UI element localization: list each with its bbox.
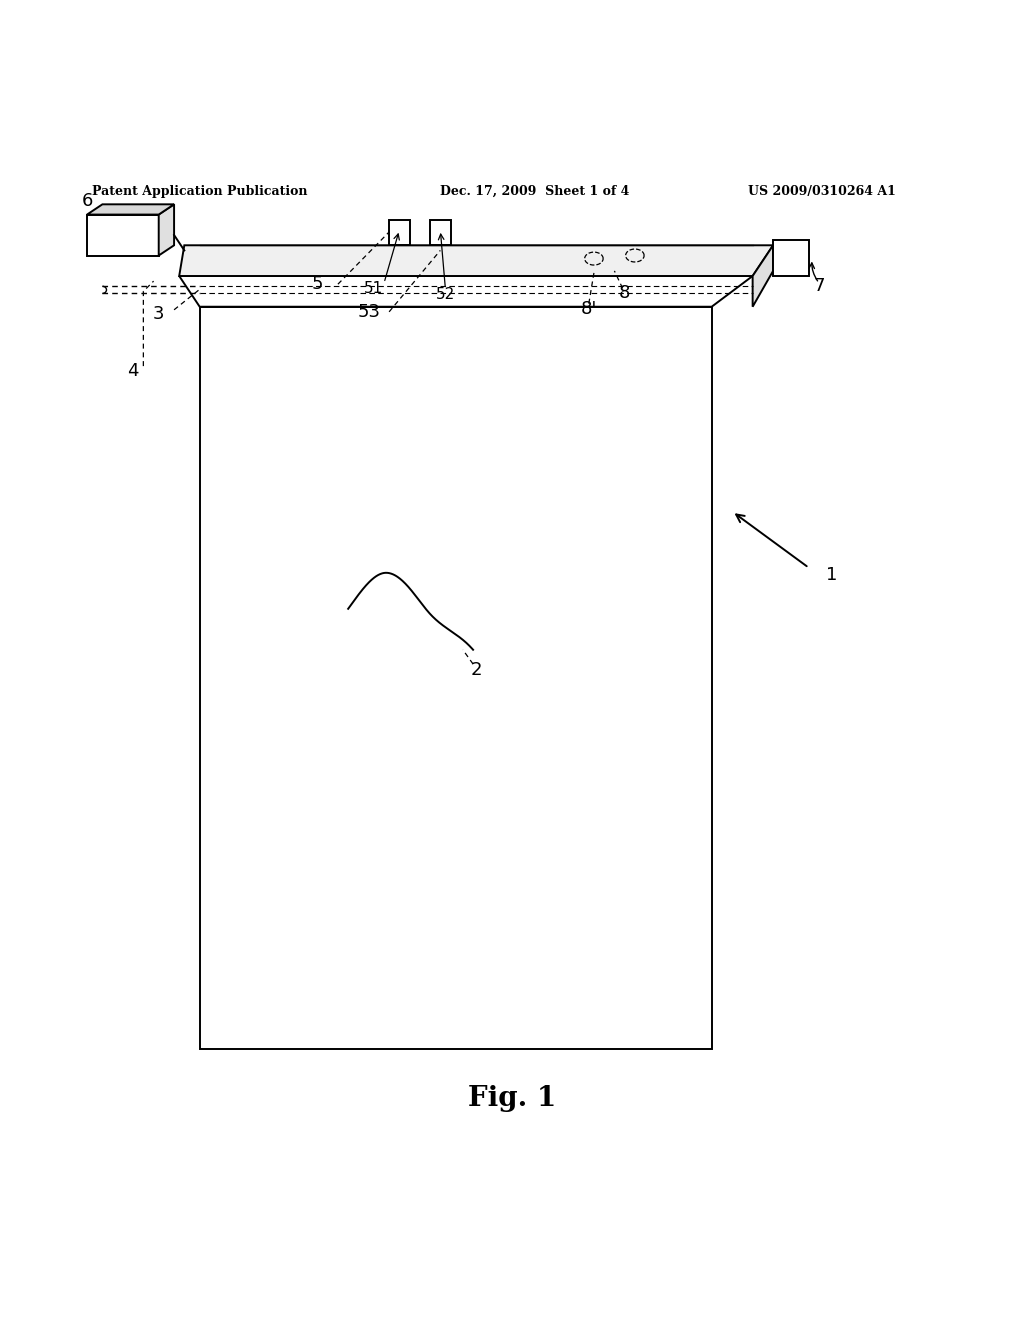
- Text: 52: 52: [436, 286, 455, 302]
- Text: 5: 5: [311, 275, 324, 293]
- Polygon shape: [753, 246, 773, 306]
- Text: 2: 2: [470, 661, 482, 680]
- Polygon shape: [179, 246, 773, 276]
- Text: 8': 8': [581, 300, 597, 318]
- Text: 53: 53: [357, 302, 380, 321]
- Text: 8: 8: [618, 284, 631, 302]
- Text: 7: 7: [813, 277, 825, 296]
- Polygon shape: [87, 205, 174, 215]
- Text: 4: 4: [127, 362, 139, 380]
- Polygon shape: [430, 219, 451, 246]
- Polygon shape: [179, 276, 753, 306]
- Text: 1: 1: [825, 566, 838, 583]
- Text: 51: 51: [365, 281, 383, 296]
- Text: Fig. 1: Fig. 1: [468, 1085, 556, 1111]
- Polygon shape: [389, 219, 410, 246]
- Text: Patent Application Publication: Patent Application Publication: [92, 185, 307, 198]
- Text: 6: 6: [81, 193, 93, 210]
- Polygon shape: [159, 205, 174, 256]
- Polygon shape: [773, 240, 809, 276]
- Text: Dec. 17, 2009  Sheet 1 of 4: Dec. 17, 2009 Sheet 1 of 4: [440, 185, 630, 198]
- Text: 3: 3: [153, 305, 165, 323]
- Text: US 2009/0310264 A1: US 2009/0310264 A1: [748, 185, 895, 198]
- Polygon shape: [87, 215, 159, 256]
